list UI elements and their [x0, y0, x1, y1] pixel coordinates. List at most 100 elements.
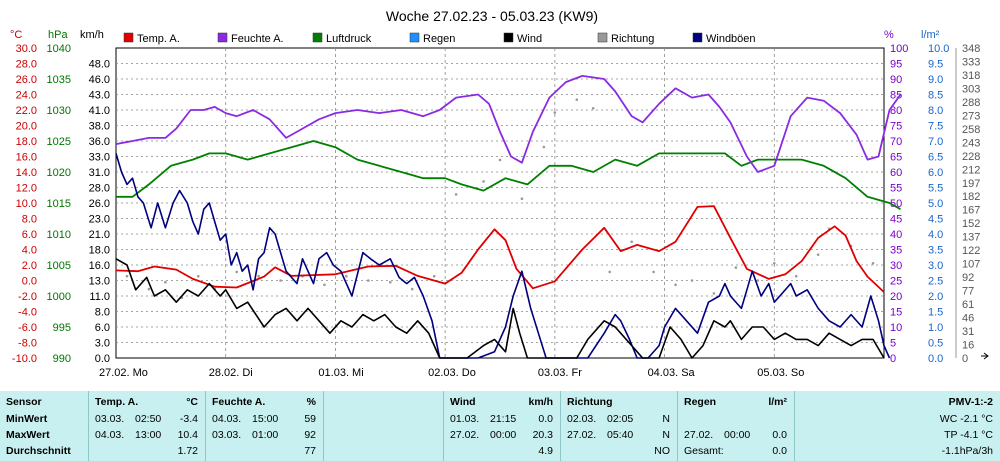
wind-tick-label: 46.0: [89, 74, 110, 86]
wind-tick-label: 33.0: [89, 152, 110, 164]
legend-swatch: [597, 32, 608, 43]
rain-tick-label: 7.5: [928, 121, 943, 133]
hum-tick-label: 10: [890, 322, 902, 334]
temp-tick-label: -6.0: [18, 322, 37, 334]
press-tick-label: 1030: [47, 105, 71, 117]
dir-tick-label: 16: [962, 340, 974, 352]
wind-unit: km/h: [528, 396, 553, 408]
wind-tick-label: 3.0: [95, 338, 110, 350]
press-tick-label: 1025: [47, 136, 71, 148]
wind-header: Wind: [450, 396, 476, 408]
rain-tick-label: 0.5: [928, 338, 943, 350]
temp-tick-label: 26.0: [16, 74, 37, 86]
hum-tick-label: 20: [890, 291, 902, 303]
wind-axis-unit: km/h: [80, 29, 104, 41]
dir-tick-label: 243: [962, 137, 980, 149]
legend-swatch: [503, 32, 514, 43]
dir-min-value: N: [662, 413, 670, 425]
legend-swatch: [123, 32, 134, 43]
temp-min-time: 02:50: [135, 413, 162, 425]
hum-unit: %: [306, 396, 316, 408]
row-label-max: MaxWert: [6, 429, 50, 441]
wind-max-time: 00:00: [490, 429, 517, 441]
day-label: 03.03. Fr: [538, 367, 582, 379]
wind-tick-label: 43.0: [89, 90, 110, 102]
dir-tick-label: 31: [962, 326, 974, 338]
dir-tick-label: 228: [962, 151, 980, 163]
dir-tick-label: 61: [962, 299, 974, 311]
rain-max-time: 00:00: [724, 429, 751, 441]
hum-max-time: 01:00: [252, 429, 279, 441]
hum-tick-label: 30: [890, 260, 902, 272]
dir-tick-label: 258: [962, 124, 980, 136]
press-tick-label: 1035: [47, 74, 71, 86]
temp-tick-label: 8.0: [22, 214, 37, 226]
temp-axis-unit: °C: [10, 29, 22, 41]
rain-unit: l/m²: [768, 396, 787, 408]
temp-tick-label: 30.0: [16, 43, 37, 55]
spacer-column: [323, 391, 444, 461]
dir-column: Richtung 02.03. 02:05 N 27.02. 05:40 N N…: [560, 391, 678, 461]
wind-tick-label: 11.0: [89, 291, 110, 303]
hum-tick-label: 80: [890, 105, 902, 117]
hum-tick-label: 50: [890, 198, 902, 210]
rain-tick-label: 3.5: [928, 245, 943, 257]
rain-max-value: 0.0: [772, 429, 787, 441]
wind-tick-label: 26.0: [89, 198, 110, 210]
press-tick-label: 1005: [47, 260, 71, 272]
temp-tick-label: -10.0: [12, 353, 37, 365]
wind-tick-label: 21.0: [89, 229, 110, 241]
temp-max-date: 04.03.: [95, 429, 125, 441]
legend-label: Luftdruck: [326, 33, 372, 45]
pmv-dewpoint: TP -4.1 °C: [944, 429, 993, 441]
direction-point: [608, 270, 612, 274]
direction-point: [323, 283, 326, 287]
direction-point: [147, 287, 151, 291]
temp-min-date: 03.03.: [95, 413, 125, 425]
wind-min-time: 21:15: [490, 413, 517, 425]
temp-tick-label: 22.0: [16, 105, 37, 117]
press-tick-label: 1040: [47, 43, 71, 55]
rain-tick-label: 6.0: [928, 167, 943, 179]
sensor-header: Sensor: [6, 396, 42, 408]
rain-tick-label: 9.0: [928, 74, 943, 86]
dir-tick-label: 107: [962, 259, 980, 271]
hum-tick-label: 0: [890, 353, 896, 365]
rain-tick-label: 6.5: [928, 152, 943, 164]
hum-tick-label: 25: [890, 276, 902, 288]
rain-total-value: 0.0: [772, 445, 787, 457]
temp-tick-label: 12.0: [16, 183, 37, 195]
dir-tick-label: 212: [962, 164, 980, 176]
dir-header: Richtung: [567, 396, 613, 408]
chart-title: Woche 27.02.23 - 05.03.23 (KW9): [386, 8, 598, 24]
direction-point: [816, 253, 820, 256]
dir-max-time: 05:40: [607, 429, 634, 441]
hum-max-date: 03.03.: [212, 429, 242, 441]
direction-point: [367, 279, 370, 282]
direction-point: [674, 283, 677, 287]
wind-min-value: 0.0: [538, 413, 553, 425]
hum-tick-label: 45: [890, 214, 902, 226]
hum-tick-label: 35: [890, 245, 902, 257]
direction-point: [794, 274, 798, 278]
temp-tick-label: 6.0: [22, 229, 37, 241]
dir-tick-label: 122: [962, 245, 980, 257]
day-label: 27.02. Mo: [99, 367, 148, 379]
wind-line: [115, 258, 885, 359]
direction-point: [196, 274, 200, 278]
rain-tick-label: 8.0: [928, 105, 943, 117]
rain-total-label: Gesamt:: [684, 445, 724, 457]
dir-tick-label: 152: [962, 218, 980, 230]
hum-tick-label: 60: [890, 167, 902, 179]
day-label: 01.03. Mi: [318, 367, 363, 379]
press-tick-label: 1000: [47, 291, 71, 303]
hum-tick-label: 100: [890, 43, 908, 55]
legend-swatch: [312, 32, 323, 43]
temp-column: Temp. A. °C 03.03. 02:50 -3.4 04.03. 13:…: [88, 391, 206, 461]
legend-label: Wind: [517, 33, 542, 45]
rain-tick-label: 10.0: [928, 43, 949, 55]
rain-tick-label: 9.5: [928, 59, 943, 71]
legend-swatch: [692, 32, 703, 43]
wind-tick-label: 28.0: [89, 183, 110, 195]
hum-tick-label: 5: [890, 338, 896, 350]
